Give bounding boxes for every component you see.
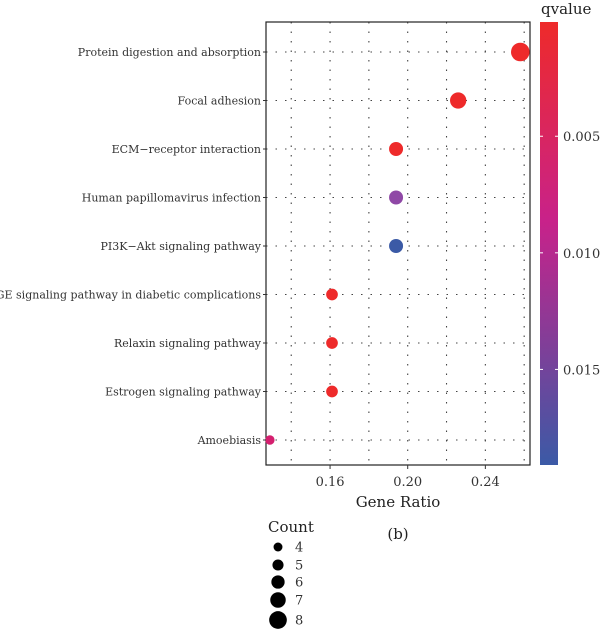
size-legend-dot — [273, 542, 283, 552]
size-legend-dot — [269, 611, 287, 629]
category-label: ECM−receptor interaction — [112, 143, 261, 156]
category-label: Estrogen signaling pathway — [105, 386, 262, 399]
data-point — [510, 42, 530, 62]
data-point — [389, 239, 404, 253]
category-labels: Protein digestion and absorption Focal ad… — [0, 46, 266, 447]
x-tick-label: 0.24 — [471, 475, 500, 490]
category-label: Protein digestion and absorption — [78, 46, 261, 59]
category-label: Relaxin signaling pathway — [114, 337, 262, 350]
category-label: AGE−RAGE signaling pathway in diabetic c… — [0, 289, 261, 302]
category-label: Focal adhesion — [178, 95, 261, 108]
x-axis-title: Gene Ratio — [356, 493, 441, 511]
colorbar-ticks: 0.005 0.010 0.015 — [540, 130, 600, 378]
x-tick-label: 0.16 — [316, 475, 345, 490]
plot-panel — [265, 21, 531, 466]
data-point — [389, 190, 404, 205]
data-point — [326, 385, 338, 398]
colorbar-tick-label: 0.015 — [563, 363, 600, 378]
size-legend-title: Count — [268, 518, 314, 536]
data-point — [450, 92, 467, 109]
data-points — [265, 42, 530, 445]
data-point — [265, 435, 275, 445]
colorbar-title: qvalue — [541, 0, 591, 18]
category-label: Amoebiasis — [197, 434, 262, 447]
x-tick-label: 0.20 — [393, 475, 422, 490]
size-legend-dot — [270, 592, 286, 608]
data-point — [326, 337, 338, 349]
data-point — [389, 142, 404, 156]
colorbar-tick-label: 0.010 — [563, 247, 600, 262]
colorbar-gradient — [540, 22, 558, 465]
data-point — [326, 288, 338, 301]
grid-lines — [266, 22, 530, 465]
qvalue-colorbar: qvalue 0.005 0.010 0.015 — [540, 0, 600, 465]
count-size-legend: Count 4 5 6 7 8 — [268, 518, 314, 629]
category-label: Human papillomavirus infection — [82, 192, 261, 205]
size-legend-dot — [271, 575, 285, 589]
size-legend-label: 5 — [295, 559, 303, 574]
x-axis-ticks: 0.16 0.20 0.24 — [316, 465, 500, 490]
figure-caption: (b) — [387, 525, 408, 543]
size-legend-label: 8 — [295, 614, 303, 629]
size-legend-dot — [272, 559, 284, 571]
size-legend-label: 6 — [295, 576, 303, 591]
size-legend-items: 4 5 6 7 8 — [269, 541, 303, 629]
size-legend-label: 4 — [295, 541, 303, 556]
category-label: PI3K−Akt signaling pathway — [100, 240, 261, 253]
colorbar-tick-label: 0.005 — [563, 130, 600, 145]
size-legend-label: 7 — [295, 594, 303, 609]
